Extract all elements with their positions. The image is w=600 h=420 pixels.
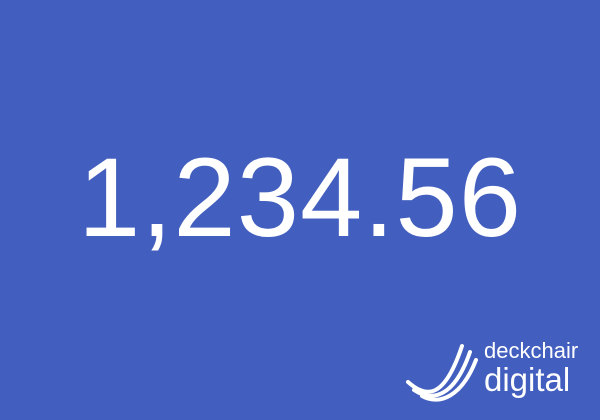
display-value: 1,234.56 — [78, 135, 522, 260]
brand-logo: deckchair digital — [404, 338, 594, 408]
logo-wordmark-top: deckchair — [484, 338, 579, 363]
deckchair-wave-icon — [406, 344, 478, 402]
logo-wordmark-bottom: digital — [484, 361, 571, 398]
